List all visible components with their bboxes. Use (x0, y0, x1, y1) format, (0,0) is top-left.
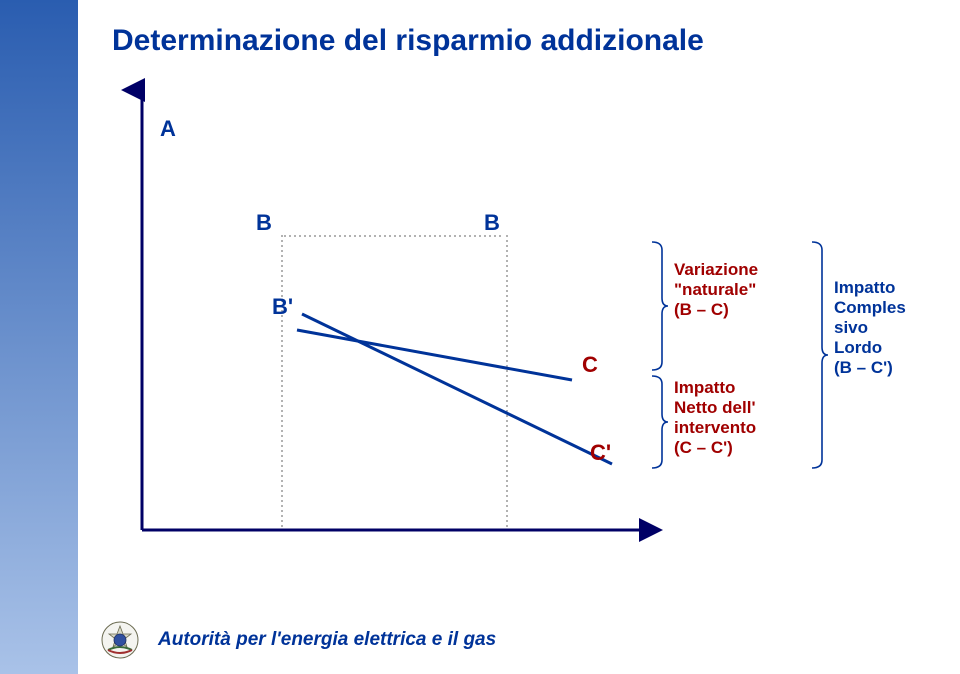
impatto-netto-label: Impatto Netto dell' intervento (C – C') (674, 378, 794, 458)
diagram: A B B B' C C' Variazione "naturale" (B –… (112, 70, 932, 560)
label-B-right: B (484, 210, 500, 236)
page-title: Determinazione del risparmio addizionale (112, 24, 940, 58)
label-A: A (160, 116, 176, 142)
impatto-lordo-label: Impatto Comples sivo Lordo (B – C') (834, 278, 944, 378)
footer: Autorità per l'energia elettrica e il ga… (100, 620, 496, 660)
emblem-icon (100, 620, 140, 660)
variazione-naturale-label: Variazione "naturale" (B – C) (674, 260, 758, 320)
label-C: C (582, 352, 598, 378)
footer-text: Autorità per l'energia elettrica e il ga… (158, 629, 496, 651)
label-C-prime: C' (590, 440, 611, 466)
label-B-prime: B' (272, 294, 293, 320)
label-B: B (256, 210, 272, 236)
sidebar-gradient (0, 0, 78, 674)
